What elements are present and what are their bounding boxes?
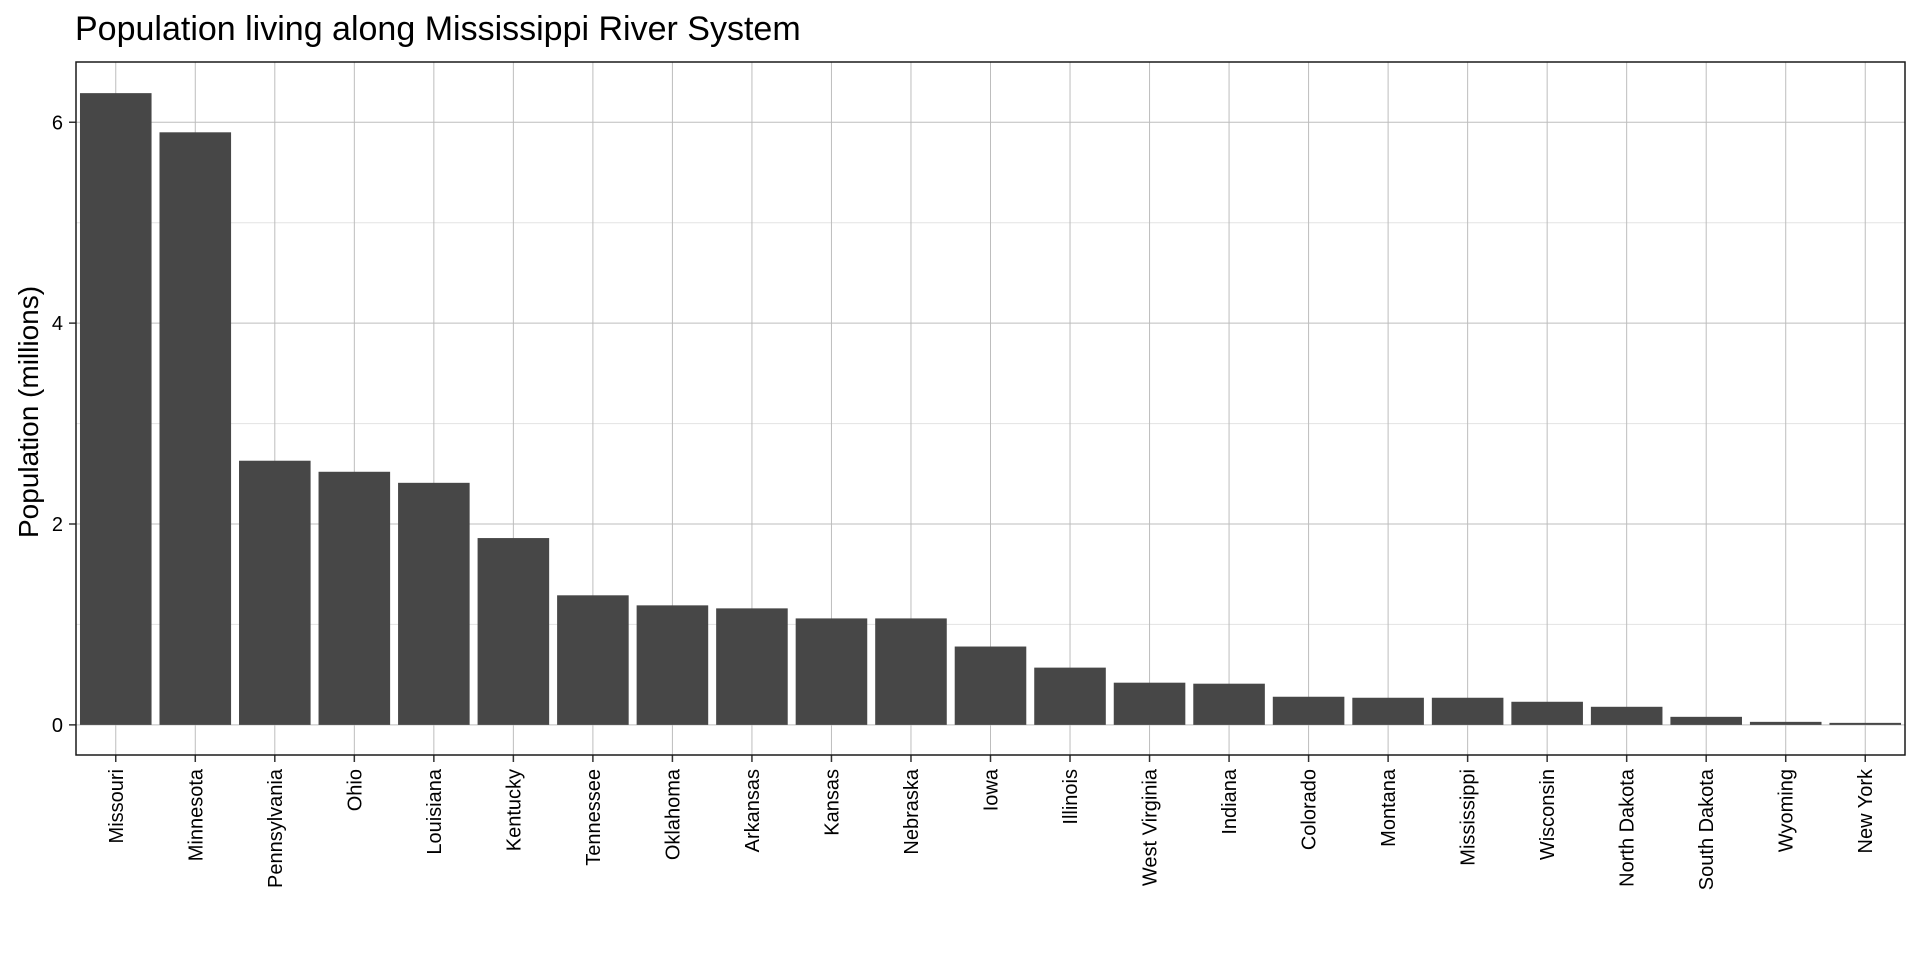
x-tick-label: Ohio bbox=[344, 769, 366, 811]
x-tick-label: Minnesota bbox=[185, 768, 207, 861]
x-tick-label: Arkansas bbox=[742, 769, 764, 852]
x-tick-label: Nebraska bbox=[901, 768, 923, 854]
bar-new-york bbox=[1829, 722, 1902, 725]
bar-north-dakota bbox=[1590, 706, 1663, 725]
bar-indiana bbox=[1193, 683, 1265, 725]
x-tick-label: Oklahoma bbox=[662, 768, 684, 860]
x-tick-label: West Virginia bbox=[1140, 768, 1162, 886]
x-tick-label: Colorado bbox=[1299, 769, 1321, 850]
x-tick-label: Pennsylvania bbox=[265, 768, 287, 888]
x-tick-label: South Dakota bbox=[1696, 768, 1718, 890]
y-axis-label: Population (millions) bbox=[13, 286, 44, 538]
bar-colorado bbox=[1272, 696, 1345, 725]
y-tick-label: 0 bbox=[52, 715, 63, 737]
bars bbox=[79, 93, 1902, 725]
x-tick-label: Kentucky bbox=[503, 769, 525, 851]
x-tick-label: Louisiana bbox=[424, 768, 446, 855]
x-tick-label: Iowa bbox=[981, 768, 1003, 811]
x-tick-label: New York bbox=[1855, 768, 1877, 853]
bar-missouri bbox=[79, 93, 152, 725]
y-tick-label: 2 bbox=[52, 514, 63, 536]
x-tick-label: Kansas bbox=[821, 769, 843, 836]
x-tick-label: Indiana bbox=[1219, 768, 1241, 834]
bar-pennsylvania bbox=[239, 460, 311, 725]
bar-mississippi bbox=[1431, 697, 1504, 725]
bar-iowa bbox=[954, 646, 1027, 725]
bar-wisconsin bbox=[1511, 701, 1583, 725]
x-tick-label: Mississippi bbox=[1458, 769, 1480, 866]
bar-nebraska bbox=[875, 618, 947, 725]
bar-illinois bbox=[1034, 667, 1106, 725]
bar-arkansas bbox=[716, 608, 788, 725]
bar-south-dakota bbox=[1670, 716, 1742, 725]
x-tick-label: Missouri bbox=[106, 769, 128, 843]
bar-montana bbox=[1352, 697, 1424, 725]
bar-louisiana bbox=[398, 482, 470, 725]
bar-wyoming bbox=[1749, 721, 1822, 725]
bar-oklahoma bbox=[636, 605, 709, 725]
bar-kansas bbox=[795, 618, 868, 725]
bar-kentucky bbox=[477, 538, 550, 725]
x-tick-label: Montana bbox=[1378, 768, 1400, 847]
chart-title: Population living along Mississippi Rive… bbox=[75, 10, 801, 48]
x-tick-label: Illinois bbox=[1060, 769, 1082, 825]
plot-panel bbox=[75, 61, 1906, 756]
y-tick-label: 4 bbox=[52, 313, 63, 335]
x-tick-label: Wyoming bbox=[1776, 769, 1798, 852]
x-axis-ticks: Missouri Minnesota Pennsylvania Ohio Louisia… bbox=[106, 755, 1877, 890]
x-tick-label: Tennessee bbox=[583, 769, 605, 866]
x-tick-label: Wisconsin bbox=[1537, 769, 1559, 860]
bar-ohio bbox=[318, 471, 391, 725]
y-axis-ticks: 0 2 4 6 bbox=[52, 112, 76, 737]
bar-west-virginia bbox=[1113, 682, 1186, 725]
x-tick-label: North Dakota bbox=[1617, 768, 1639, 887]
bar-tennessee bbox=[557, 595, 629, 725]
y-tick-label: 6 bbox=[52, 112, 63, 134]
bar-minnesota bbox=[159, 132, 232, 725]
